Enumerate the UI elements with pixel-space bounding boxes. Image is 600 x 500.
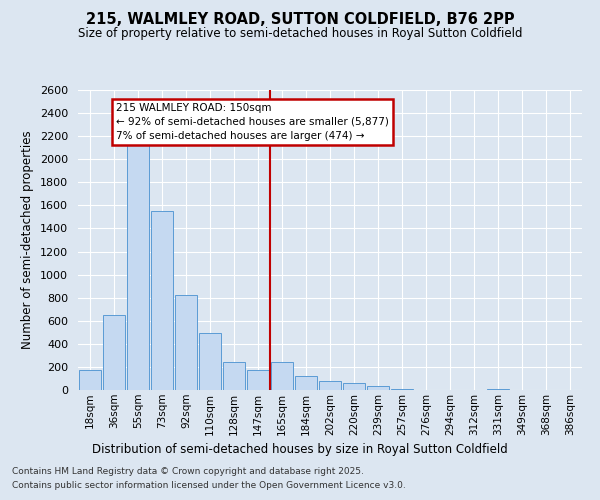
Bar [295, 376, 317, 390]
Bar [319, 382, 341, 390]
Bar [127, 142, 149, 390]
Text: Distribution of semi-detached houses by size in Royal Sutton Coldfield: Distribution of semi-detached houses by … [92, 442, 508, 456]
Bar [391, 389, 413, 390]
Bar [199, 334, 221, 390]
Bar [151, 211, 173, 390]
Text: 215, WALMLEY ROAD, SUTTON COLDFIELD, B76 2PP: 215, WALMLEY ROAD, SUTTON COLDFIELD, B76… [86, 12, 514, 28]
Text: Contains HM Land Registry data © Crown copyright and database right 2025.: Contains HM Land Registry data © Crown c… [12, 468, 364, 476]
Text: 215 WALMLEY ROAD: 150sqm
← 92% of semi-detached houses are smaller (5,877)
7% of: 215 WALMLEY ROAD: 150sqm ← 92% of semi-d… [116, 102, 389, 141]
Bar [367, 386, 389, 390]
Bar [79, 370, 101, 390]
Bar [271, 362, 293, 390]
Bar [175, 296, 197, 390]
Y-axis label: Number of semi-detached properties: Number of semi-detached properties [22, 130, 34, 350]
Bar [223, 362, 245, 390]
Bar [487, 389, 509, 390]
Text: Size of property relative to semi-detached houses in Royal Sutton Coldfield: Size of property relative to semi-detach… [78, 28, 522, 40]
Bar [103, 315, 125, 390]
Text: Contains public sector information licensed under the Open Government Licence v3: Contains public sector information licen… [12, 481, 406, 490]
Bar [343, 382, 365, 390]
Bar [247, 370, 269, 390]
